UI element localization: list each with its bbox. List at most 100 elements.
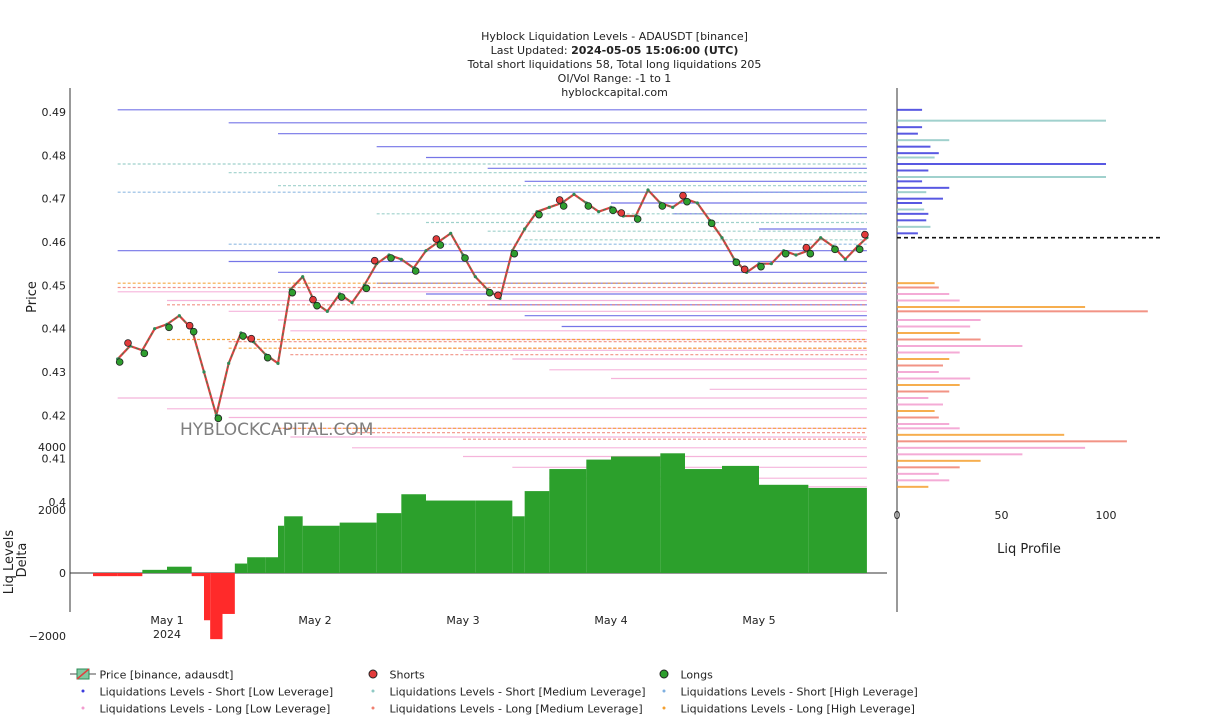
delta-positive-bar xyxy=(247,557,266,573)
profile-long-bar xyxy=(897,390,950,393)
profile-long-bar xyxy=(897,440,1127,443)
profile-long-bar xyxy=(897,423,950,425)
legend-short-low[interactable]: Liquidations Levels - Short [Low Leverag… xyxy=(70,685,333,700)
long-marker xyxy=(436,241,445,249)
watermark: HYBLOCKCAPITAL.COM xyxy=(180,420,373,440)
profile-short-bar xyxy=(897,108,923,111)
price-point xyxy=(449,231,453,235)
legend-short-medium[interactable]: Liquidations Levels - Short [Medium Leve… xyxy=(360,685,646,700)
price-point xyxy=(227,361,231,365)
delta-positive-bar xyxy=(759,484,809,573)
delta-negative-bar xyxy=(93,573,118,577)
profile-x-ticks: 0 50 100 xyxy=(894,509,1117,522)
legend-long-low[interactable]: Liquidations Levels - Long [Low Leverage… xyxy=(70,702,330,717)
profile-tick-label: 50 xyxy=(995,509,1009,522)
price-point xyxy=(523,227,527,231)
delta-positive-bar xyxy=(808,487,867,573)
price-point xyxy=(843,257,847,261)
long-marker xyxy=(214,414,223,423)
delta-axis-label: Cumulative Liq Levels Delta xyxy=(0,521,30,599)
profile-long-bar xyxy=(897,325,971,328)
price-line-down xyxy=(116,188,868,420)
delta-positive-bar xyxy=(586,459,611,573)
price-point xyxy=(276,361,280,365)
profile-long-bar xyxy=(897,433,1065,436)
delta-negative-bar xyxy=(117,573,143,577)
delta-positive-bar xyxy=(685,469,722,573)
x-tick-label: May 5 xyxy=(742,614,775,627)
long-marker xyxy=(115,358,124,366)
price-point xyxy=(794,253,798,257)
liq-profile-bars xyxy=(897,108,1148,488)
trade-markers xyxy=(115,191,869,423)
price-point xyxy=(301,275,305,279)
profile-long-bar xyxy=(897,293,950,295)
profile-short-bar xyxy=(897,145,931,148)
profile-long-bar xyxy=(897,453,1023,456)
legend-price[interactable]: Price [binance, adausdt] xyxy=(70,668,233,683)
delta-positive-bar xyxy=(339,522,377,573)
short-marker xyxy=(740,265,749,274)
last-updated-value: 2024-05-05 15:06:00 (UTC) xyxy=(571,44,739,57)
legend-long-medium[interactable]: Liquidations Levels - Long [Medium Lever… xyxy=(360,702,643,717)
delta-positive-bar xyxy=(278,525,285,573)
legend-short-high[interactable]: Liquidations Levels - Short [High Levera… xyxy=(651,685,918,700)
profile-short-bar xyxy=(897,225,931,228)
profile-short-bar xyxy=(897,232,918,235)
last-updated: Last Updated: 2024-05-05 15:06:00 (UTC) xyxy=(0,44,1229,58)
chart-title: Hyblock Liquidation Levels - ADAUSDT [bi… xyxy=(481,30,748,43)
long-marker xyxy=(387,254,395,262)
long-marker xyxy=(263,353,272,362)
long-marker xyxy=(461,254,469,262)
legend-longs[interactable]: Longs xyxy=(651,668,713,683)
profile-long-bar xyxy=(897,364,943,367)
profile-long-bar xyxy=(897,338,981,341)
profile-short-bar xyxy=(897,163,1106,165)
price-point xyxy=(177,314,181,318)
delta-positive-bar xyxy=(234,563,248,573)
delta-tick-label: −2000 xyxy=(29,630,66,643)
short-high-dot-icon xyxy=(651,685,677,700)
legend-shorts[interactable]: Shorts xyxy=(360,668,425,683)
profile-long-bar xyxy=(897,466,960,469)
long-marker xyxy=(831,245,839,254)
delta-axis-label-line3: Delta xyxy=(15,543,30,578)
profile-short-bar xyxy=(897,126,923,129)
last-updated-prefix: Last Updated: xyxy=(490,44,568,57)
profile-long-bar xyxy=(897,310,1148,313)
long-marker xyxy=(535,210,543,219)
profile-short-bar xyxy=(897,169,929,172)
short-marker xyxy=(802,243,811,252)
long-marker xyxy=(855,245,864,254)
long-low-dot-icon xyxy=(70,702,96,717)
legend-short-medium-label: Liquidations Levels - Short [Medium Leve… xyxy=(389,685,646,699)
delta-positive-bar xyxy=(549,469,587,573)
price-point xyxy=(646,188,650,192)
profile-long-bar xyxy=(897,485,929,488)
profile-long-bar xyxy=(897,459,981,462)
totals-line: Total short liquidations 58, Total long … xyxy=(467,58,762,71)
long-marker xyxy=(707,219,716,228)
long-marker xyxy=(609,206,617,215)
price-point xyxy=(720,236,724,240)
long-marker xyxy=(165,323,173,332)
chart-title-block: Hyblock Liquidation Levels - ADAUSDT [bi… xyxy=(0,30,1229,100)
legend-price-label: Price [binance, adausdt] xyxy=(99,668,234,682)
profile-long-bar xyxy=(897,371,939,373)
delta-negative-bar xyxy=(210,573,223,640)
long-marker xyxy=(683,197,691,206)
delta-positive-bar xyxy=(284,516,303,573)
short-marker xyxy=(679,191,687,200)
legend-long-high[interactable]: Liquidations Levels - Long [High Leverag… xyxy=(651,702,915,717)
long-marker xyxy=(189,327,198,336)
long-marker xyxy=(411,267,420,275)
delta-positive-bar xyxy=(426,500,476,573)
liquidation-chart: 0.40.410.420.430.440.450.460.470.480.49 … xyxy=(0,88,1160,643)
price-tick-label: 0.49 xyxy=(42,106,67,119)
profile-short-bar xyxy=(897,219,927,222)
longs-marker-icon xyxy=(651,668,677,683)
profile-short-bar xyxy=(897,208,925,211)
price-tick-label: 0.47 xyxy=(42,193,67,206)
profile-long-bar xyxy=(897,286,939,289)
profile-short-bar xyxy=(897,139,950,142)
